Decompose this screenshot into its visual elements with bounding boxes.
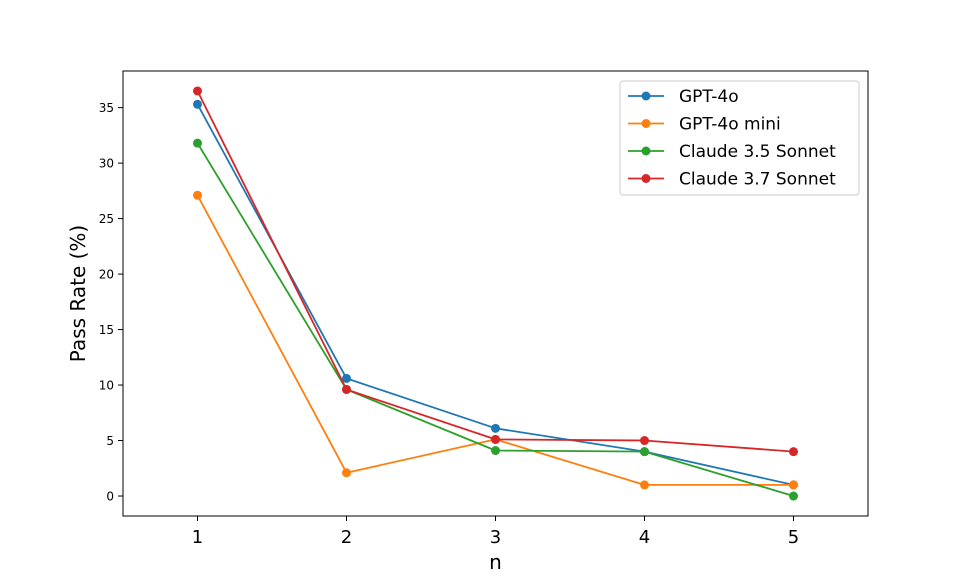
x-axis: 1 2 3 4 5: [192, 516, 799, 548]
data-point: [789, 480, 798, 490]
legend-marker: [641, 174, 651, 183]
series-layer: [193, 86, 798, 501]
legend-label: Claude 3.5 Sonnet: [679, 142, 836, 162]
data-point: [789, 447, 798, 457]
data-point: [342, 468, 351, 478]
legend-label: GPT-4o: [679, 87, 739, 107]
x-tick-label: 1: [192, 527, 203, 548]
legend-label: GPT-4o mini: [679, 115, 781, 135]
y-tick-label: 5: [106, 434, 114, 448]
y-tick-label: 10: [99, 379, 114, 393]
data-point: [491, 434, 500, 444]
y-axis: 0 5 10 15 20 25 30 35: [99, 101, 123, 504]
data-point: [193, 86, 202, 96]
legend-frame: [619, 80, 860, 196]
data-point: [640, 447, 649, 457]
legend-label: Claude 3.7 Sonnet: [679, 170, 836, 190]
data-point: [193, 138, 202, 148]
data-point: [193, 99, 202, 109]
y-tick-label: 20: [99, 268, 114, 282]
x-tick-label: 4: [639, 527, 650, 548]
y-tick-label: 30: [99, 157, 114, 171]
series-claude-3-7-sonnet: [193, 86, 798, 457]
data-point: [640, 436, 649, 446]
plot-area: 0 5 10 15 20 25 30 35 1 2 3 4 5: [99, 70, 869, 548]
y-tick-label: 25: [99, 212, 114, 226]
data-point: [342, 384, 351, 394]
y-tick-label: 35: [99, 101, 114, 115]
data-point: [640, 480, 649, 490]
data-point: [491, 446, 500, 456]
y-tick-label: 0: [106, 490, 114, 504]
data-point: [789, 491, 798, 501]
legend-marker: [641, 119, 651, 128]
x-tick-label: 2: [341, 527, 352, 548]
legend-marker: [641, 146, 651, 156]
y-axis-title: Pass Rate (%): [66, 225, 90, 362]
data-point: [491, 423, 500, 433]
data-point: [342, 373, 351, 383]
x-axis-title: n: [489, 550, 502, 574]
x-tick-label: 3: [490, 527, 501, 548]
x-tick-label: 5: [788, 527, 799, 548]
legend-marker: [641, 91, 651, 101]
legend: GPT-4o GPT-4o mini Claude 3.5 Sonnet Claude…: [619, 80, 860, 196]
y-tick-label: 15: [99, 323, 114, 337]
data-point: [193, 190, 202, 200]
